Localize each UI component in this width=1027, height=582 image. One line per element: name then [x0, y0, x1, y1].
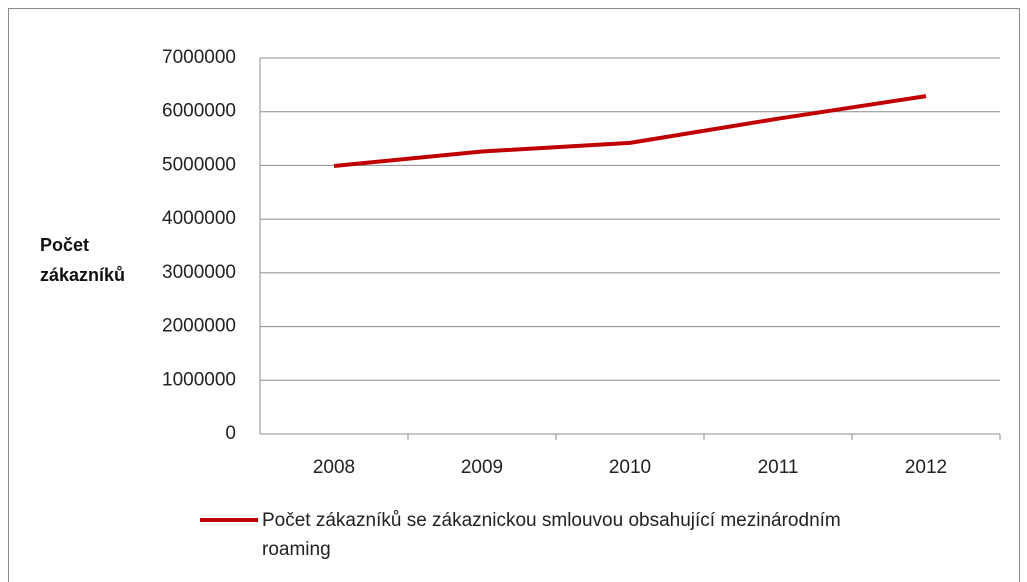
x-tick-label: 2009 — [461, 457, 503, 478]
x-tick-label: 2012 — [905, 457, 947, 478]
y-tick-label: 6000000 — [162, 101, 236, 122]
x-tick-label: 2008 — [313, 457, 355, 478]
legend-label: Počet zákazníků se zákaznickou smlouvou … — [262, 510, 841, 560]
chart-border — [8, 8, 1020, 582]
x-tick-label: 2011 — [758, 457, 799, 478]
y-tick-label: 1000000 — [162, 369, 236, 390]
y-tick-label: 2000000 — [162, 316, 236, 337]
y-tick-label: 0 — [225, 423, 236, 444]
x-tick-label: 2010 — [609, 457, 651, 478]
y-tick-label: 5000000 — [162, 154, 236, 175]
y-tick-label: 4000000 — [162, 208, 236, 229]
y-axis-label: Počet zákazníků — [40, 235, 126, 285]
y-tick-label: 3000000 — [162, 262, 236, 283]
y-tick-label: 7000000 — [162, 47, 236, 68]
data-line — [333, 94, 927, 168]
